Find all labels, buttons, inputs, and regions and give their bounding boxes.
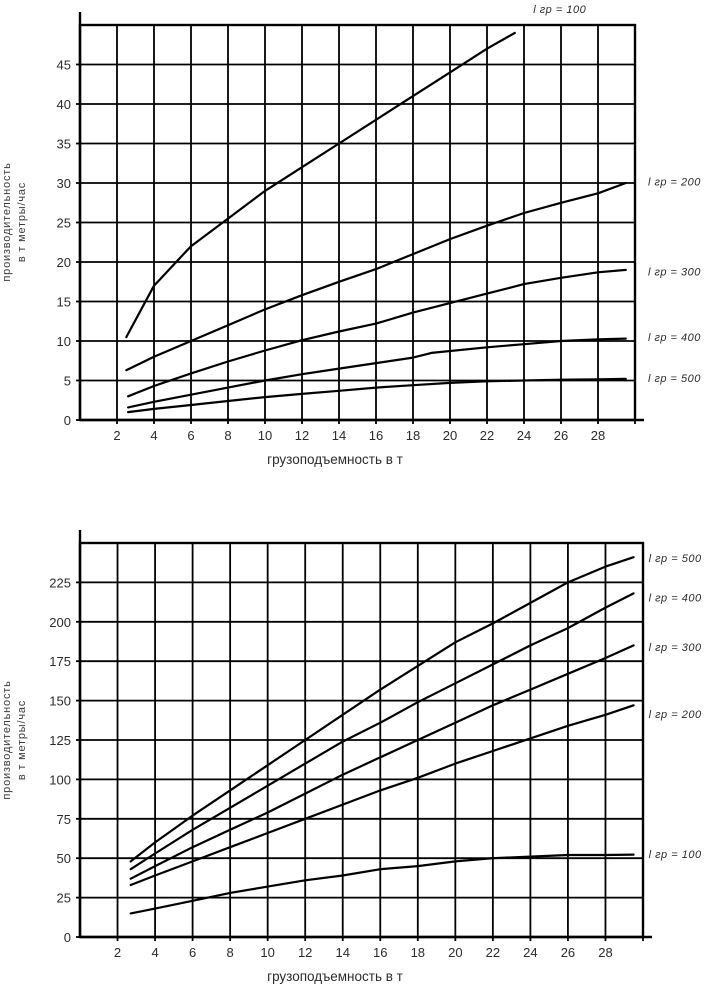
bottom-x-axis-title: грузоподъемность в т	[267, 969, 403, 984]
x-tick-label: 14	[332, 428, 346, 443]
top-y-axis-title-line2: в т метры/час	[16, 181, 28, 263]
x-tick-label: 22	[486, 945, 500, 960]
bottom-y-axis-title-line2: в т метры/час	[16, 699, 28, 781]
x-tick-label: 22	[480, 428, 494, 443]
x-tick-label: 18	[411, 945, 425, 960]
curve-label-lgr-500: l гр = 500	[648, 373, 701, 385]
y-tick-label: 45	[57, 58, 71, 73]
curve-label-lgr-500: l гр = 500	[649, 553, 702, 565]
x-tick-label: 16	[373, 945, 387, 960]
y-tick-label: 225	[49, 575, 71, 590]
y-tick-label: 35	[57, 137, 71, 152]
x-tick-label: 26	[561, 945, 575, 960]
curve-label-lgr-200: l гр = 200	[648, 176, 701, 188]
curve-lgr-500	[127, 377, 627, 414]
x-tick-label: 24	[523, 945, 537, 960]
x-tick-label: 10	[260, 945, 274, 960]
x-tick-label: 16	[369, 428, 383, 443]
y-tick-label: 0	[64, 930, 71, 945]
curve-label-lgr-300: l гр = 300	[649, 642, 702, 654]
y-tick-label: 100	[49, 772, 71, 787]
top-y-axis-title-line1: производительность	[1, 162, 13, 282]
y-tick-label: 5	[64, 374, 71, 389]
curve-lgr-500	[129, 556, 635, 863]
y-tick-label: 15	[57, 295, 71, 310]
curve-label-lgr-400: l гр = 400	[649, 592, 702, 604]
x-tick-label: 28	[591, 428, 605, 443]
curve-label-lgr-100: l гр = 100	[533, 4, 586, 16]
x-tick-label: 28	[598, 945, 612, 960]
x-tick-label: 6	[187, 428, 194, 443]
bottom-y-axis-title: производительность в т метры/час	[0, 640, 30, 840]
y-tick-label: 10	[57, 334, 71, 349]
curve-label-lgr-300: l гр = 300	[648, 266, 701, 278]
x-tick-label: 4	[151, 945, 158, 960]
x-tick-label: 14	[335, 945, 349, 960]
x-tick-label: 8	[227, 945, 234, 960]
x-tick-label: 2	[113, 428, 120, 443]
x-tick-label: 26	[554, 428, 568, 443]
x-tick-label: 20	[448, 945, 462, 960]
x-tick-label: 20	[443, 428, 457, 443]
curve-lgr-400	[127, 337, 627, 409]
curve-lgr-300	[127, 268, 627, 398]
y-tick-label: 40	[57, 97, 71, 112]
x-tick-label: 8	[224, 428, 231, 443]
y-tick-label: 175	[49, 654, 71, 669]
y-tick-label: 25	[57, 216, 71, 231]
x-tick-label: 12	[295, 428, 309, 443]
y-tick-label: 125	[49, 733, 71, 748]
x-tick-label: 18	[406, 428, 420, 443]
x-tick-label: 10	[258, 428, 272, 443]
curve-label-lgr-100: l гр = 100	[649, 849, 702, 861]
curve-label-lgr-200: l гр = 200	[649, 709, 702, 721]
curve-lgr-100	[125, 31, 516, 339]
y-tick-label: 20	[57, 255, 71, 270]
x-tick-label: 24	[517, 428, 531, 443]
curve-lgr-300	[129, 644, 635, 880]
y-tick-label: 25	[57, 891, 71, 906]
x-tick-label: 4	[150, 428, 157, 443]
y-tick-label: 75	[57, 812, 71, 827]
curve-lgr-100	[129, 853, 635, 915]
y-tick-label: 50	[57, 851, 71, 866]
top-x-axis-title: грузоподъемность в т	[267, 452, 403, 467]
top-y-axis-title: производительность в т метры/час	[0, 122, 30, 322]
curve-lgr-400	[129, 592, 635, 871]
x-tick-label: 2	[114, 945, 121, 960]
curve-lgr-200	[129, 704, 635, 887]
x-tick-label: 12	[298, 945, 312, 960]
y-tick-label: 150	[49, 694, 71, 709]
y-tick-label: 200	[49, 615, 71, 630]
curve-label-lgr-400: l гр = 400	[648, 332, 701, 344]
bottom-y-axis-title-line1: производительность	[1, 680, 13, 800]
curve-lgr-200	[125, 181, 627, 372]
x-tick-label: 6	[189, 945, 196, 960]
y-tick-label: 0	[64, 413, 71, 428]
y-tick-label: 30	[57, 176, 71, 191]
